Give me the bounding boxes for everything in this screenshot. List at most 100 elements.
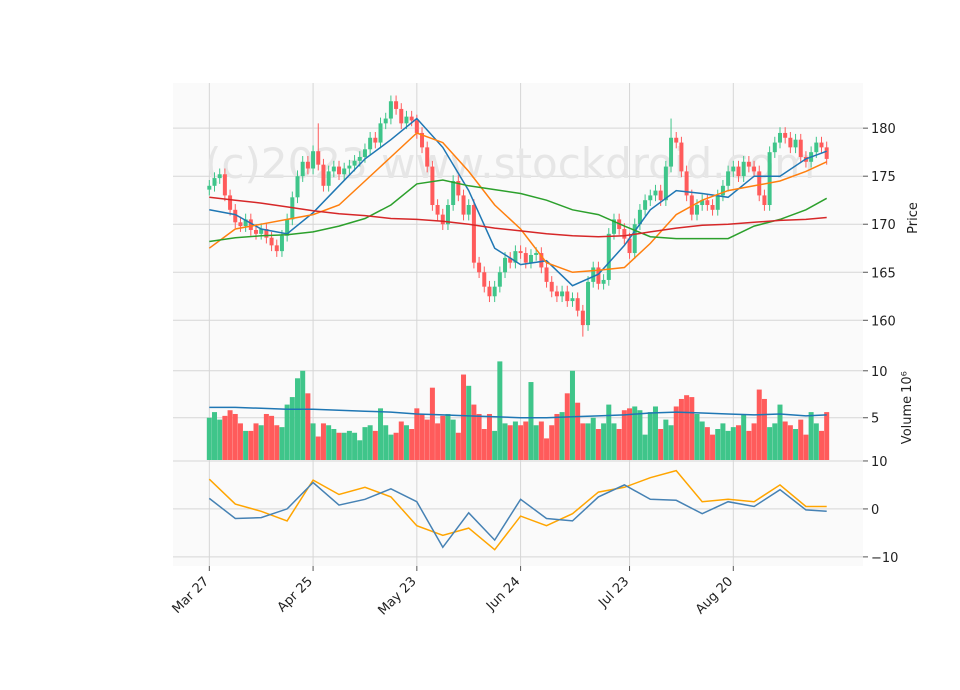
volume-bar: [585, 423, 591, 460]
candle-body: [394, 101, 399, 109]
y-tick-label: 160: [871, 314, 896, 329]
candle-body: [388, 101, 393, 119]
volume-bar: [367, 425, 373, 460]
candle-body: [238, 222, 243, 227]
candle-body: [601, 279, 606, 284]
candle-body: [580, 310, 585, 326]
volume-bar: [289, 397, 295, 460]
candle-body: [285, 219, 290, 236]
y-tick-label: 5: [871, 412, 879, 427]
candle-body: [461, 195, 466, 215]
volume-bar: [813, 423, 819, 460]
candle-body: [451, 180, 456, 206]
volume-bar: [751, 423, 757, 460]
candle-body: [658, 190, 663, 201]
volume-bar: [756, 389, 762, 460]
volume-bar: [398, 421, 404, 460]
candle-body: [523, 253, 528, 263]
x-tick-label: Jul 23: [595, 574, 632, 611]
volume-bar: [320, 423, 326, 460]
candle-body: [674, 137, 679, 143]
volume-bar: [538, 421, 544, 460]
volume-bar: [492, 430, 498, 460]
line: [209, 406, 827, 419]
candle-body: [606, 233, 611, 280]
volume-bar: [512, 421, 518, 460]
y-tick-label: 0: [871, 503, 879, 518]
volume-bar: [793, 429, 799, 460]
volume-bar: [466, 385, 472, 460]
y-tick-label: −10: [871, 551, 898, 566]
volume-bar: [549, 425, 555, 460]
volume-bar: [564, 393, 570, 460]
candle-body: [497, 272, 502, 287]
candle-body: [508, 257, 513, 263]
volume-bar: [237, 423, 243, 460]
volume-bar: [601, 423, 607, 460]
volume-bar: [357, 440, 363, 460]
candle-body: [300, 161, 305, 177]
candle-body: [684, 171, 689, 196]
volume-bar: [632, 406, 638, 460]
volume-bar: [440, 415, 446, 460]
candle-body: [669, 137, 674, 167]
candle-body: [279, 235, 284, 252]
candle-body: [311, 151, 316, 169]
x-tick-label: Jun 24: [483, 574, 523, 614]
volume-bar: [502, 423, 508, 460]
x-tick-label: Apr 25: [275, 574, 316, 615]
volume-bar: [222, 415, 228, 460]
candle-body: [337, 166, 342, 175]
volume-bar: [590, 417, 596, 460]
volume-bar: [326, 425, 332, 460]
candle-body: [321, 164, 326, 186]
candle-body: [228, 195, 233, 210]
volume-bar: [279, 427, 285, 460]
candle-body: [736, 166, 741, 177]
volume-bar: [725, 430, 731, 460]
candle-body: [264, 229, 269, 238]
volume-bar: [414, 408, 420, 460]
candle-body: [746, 161, 751, 167]
candle-body: [549, 281, 554, 292]
candle-body: [212, 178, 217, 186]
volume-bar: [212, 412, 218, 460]
volume-bar: [818, 430, 824, 460]
volume-bar: [611, 423, 617, 460]
volume-bar: [647, 412, 653, 460]
volume-bar: [761, 398, 767, 460]
candle-body: [611, 219, 616, 234]
volume-bar: [497, 361, 503, 460]
candle-body: [720, 185, 725, 196]
candle-body: [767, 152, 772, 206]
volume-bar: [678, 398, 684, 460]
candle-body: [420, 132, 425, 148]
line: [208, 469, 827, 551]
volume-bar: [378, 408, 384, 460]
volume-bar: [507, 425, 513, 460]
volume-bar: [461, 374, 467, 460]
candle-body: [819, 142, 824, 148]
volume-bar: [663, 419, 669, 460]
candle-body: [274, 245, 279, 252]
volume-bar: [720, 423, 726, 460]
volume-bar: [258, 425, 264, 460]
volume-bar: [803, 434, 809, 460]
volume-bar: [798, 419, 804, 460]
candle-body: [694, 205, 699, 215]
volume-bar: [269, 415, 275, 460]
volume-bar: [315, 436, 321, 460]
candle-body: [518, 251, 523, 254]
candle-body: [700, 200, 705, 206]
volume-bar: [777, 404, 783, 460]
volume-bar: [741, 413, 747, 460]
volume-bar: [616, 429, 622, 460]
volume-bar: [735, 425, 741, 460]
candle-body: [798, 139, 803, 157]
candle-body: [414, 120, 419, 133]
volume-bar: [544, 438, 550, 460]
volume-bar: [331, 429, 337, 460]
volume-bar: [481, 429, 487, 460]
y-tick-label: 175: [871, 170, 896, 185]
